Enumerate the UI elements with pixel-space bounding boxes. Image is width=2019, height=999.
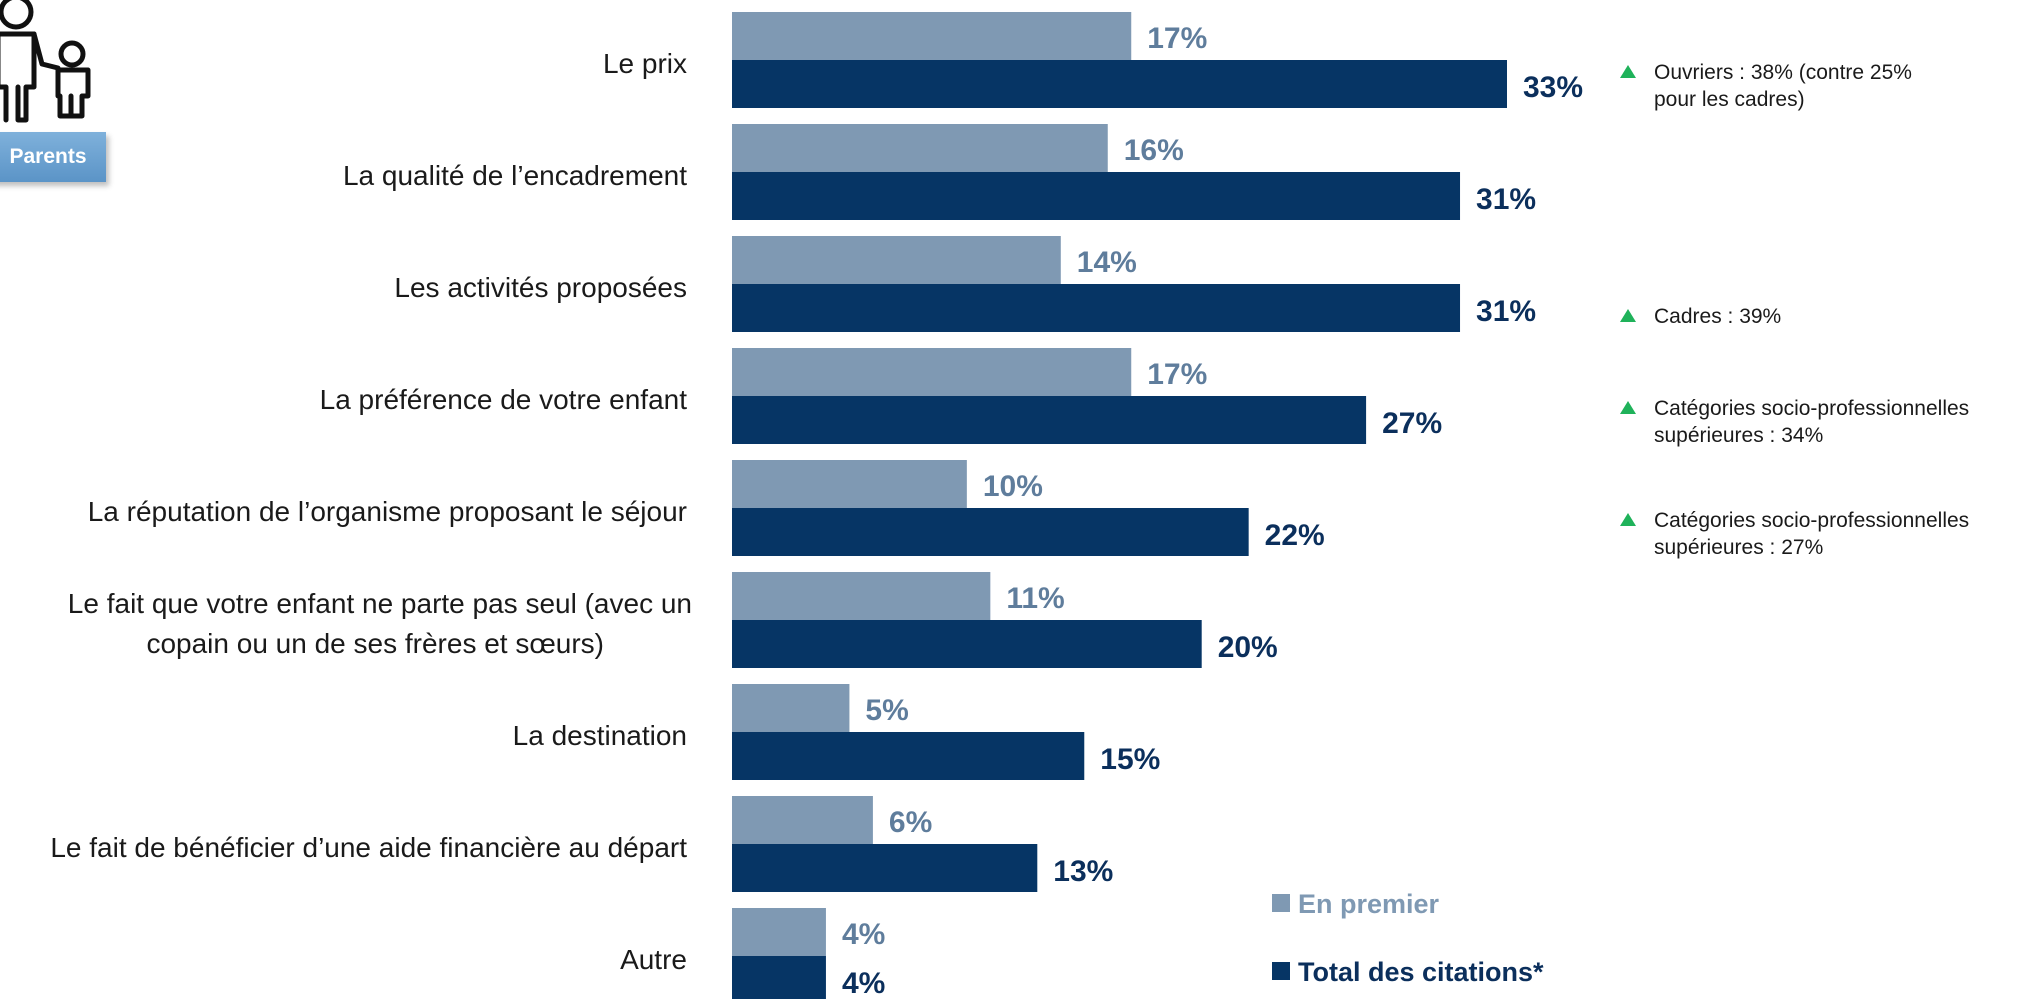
up-arrow-icon <box>1620 65 1636 78</box>
up-arrow-icon <box>1620 401 1636 414</box>
bar-en-premier <box>732 12 1132 60</box>
value-label-total: 22% <box>1265 519 1325 552</box>
legend-label-total: Total des citations* <box>1298 957 1544 987</box>
annotation-text: Ouvriers : 38% (contre 25% pour les cadre… <box>1654 61 1912 111</box>
value-label-total: 15% <box>1100 743 1160 776</box>
legend: En premier Total des citations* <box>1272 889 1544 987</box>
bar-total-citations <box>732 620 1202 668</box>
annotations: Ouvriers : 38% (contre 25% pour les cadre… <box>1620 61 1969 559</box>
annotation-line: supérieures : 27% <box>1654 536 1823 559</box>
annotation-line: Catégories socio-professionnelles <box>1654 397 1969 420</box>
bar-total-citations <box>732 844 1038 892</box>
bar-total-citations <box>732 396 1367 444</box>
value-label-total: 27% <box>1382 407 1442 440</box>
bar-en-premier <box>732 348 1132 396</box>
legend-swatch-total <box>1272 962 1290 980</box>
category-label-line: Le prix <box>603 48 687 79</box>
bar-total-citations <box>732 172 1461 220</box>
bar-total-citations <box>732 956 826 999</box>
bar-en-premier <box>732 460 967 508</box>
annotation-line: Ouvriers : 38% (contre 25% <box>1654 61 1912 84</box>
category-label-line: Le fait de bénéficier d’une aide financi… <box>50 832 687 863</box>
value-label-en-premier: 5% <box>865 694 908 727</box>
category-label: Le fait de bénéficier d’une aide financi… <box>50 832 687 863</box>
category-label: Le prix <box>603 48 687 79</box>
annotation-line: Catégories socio-professionnelles <box>1654 509 1969 532</box>
category-label-line: Les activités proposées <box>394 272 687 303</box>
annotation-line: Cadres : 39% <box>1654 305 1781 328</box>
annotation-line: supérieures : 34% <box>1654 424 1823 447</box>
category-label: Le fait que votre enfant ne parte pas se… <box>68 588 692 659</box>
up-arrow-icon <box>1620 309 1636 322</box>
category-label-line: Le fait que votre enfant ne parte pas se… <box>68 588 692 619</box>
bar-en-premier <box>732 684 850 732</box>
category-label: La réputation de l’organisme proposant l… <box>88 496 687 527</box>
annotation-text: Catégories socio-professionnelles supérie… <box>1654 509 1969 559</box>
value-label-total: 4% <box>842 967 885 999</box>
bar-en-premier <box>732 796 873 844</box>
value-label-en-premier: 6% <box>889 806 932 839</box>
category-label-line: copain ou un de ses frères et sœurs) <box>146 628 604 659</box>
value-label-en-premier: 16% <box>1124 134 1184 167</box>
category-label: La qualité de l’encadrement <box>343 160 687 191</box>
value-label-en-premier: 17% <box>1147 358 1207 391</box>
bar-total-citations <box>732 732 1085 780</box>
up-arrow-icon <box>1620 513 1636 526</box>
category-label: Les activités proposées <box>394 272 687 303</box>
value-label-en-premier: 11% <box>1006 582 1064 615</box>
legend-swatch-first <box>1272 894 1290 912</box>
category-label-line: La réputation de l’organisme proposant l… <box>88 496 687 527</box>
category-label-line: Autre <box>620 944 687 975</box>
bars <box>732 12 1507 999</box>
annotation-line: pour les cadres) <box>1654 88 1805 111</box>
bar-en-premier <box>732 572 991 620</box>
value-label-en-premier: 10% <box>983 470 1043 503</box>
category-label-line: La préférence de votre enfant <box>320 384 688 415</box>
value-labels: 17% 33% 16% 31% 14% 31% 17% 27% 10% 22% 11% 20% 5% 15… <box>842 22 1583 999</box>
bar-en-premier <box>732 908 826 956</box>
parent-child-icon <box>0 0 91 123</box>
category-label-line: La qualité de l’encadrement <box>343 160 687 191</box>
value-label-en-premier: 14% <box>1077 246 1137 279</box>
value-label-total: 13% <box>1053 855 1113 888</box>
value-label-en-premier: 4% <box>842 918 885 951</box>
category-label: La préférence de votre enfant <box>320 384 688 415</box>
value-label-total: 31% <box>1476 295 1536 328</box>
category-label-line: La destination <box>513 720 687 751</box>
bar-total-citations <box>732 508 1249 556</box>
bar-total-citations <box>732 60 1507 108</box>
value-label-total: 20% <box>1218 631 1278 664</box>
value-label-total: 31% <box>1476 183 1536 216</box>
bar-total-citations <box>732 284 1461 332</box>
category-label: Autre <box>620 944 687 975</box>
value-label-total: 33% <box>1523 71 1583 104</box>
bar-en-premier <box>732 236 1061 284</box>
annotation-text: Cadres : 39% <box>1654 305 1781 328</box>
category-labels: Le prix La qualité de l’encadrement Les ac… <box>50 48 692 975</box>
parents-badge: Parents <box>0 132 106 182</box>
value-label-en-premier: 17% <box>1147 22 1207 55</box>
annotation-text: Catégories socio-professionnelles supérie… <box>1654 397 1969 447</box>
bar-en-premier <box>732 124 1108 172</box>
category-label: La destination <box>513 720 687 751</box>
legend-label-first: En premier <box>1298 889 1440 919</box>
